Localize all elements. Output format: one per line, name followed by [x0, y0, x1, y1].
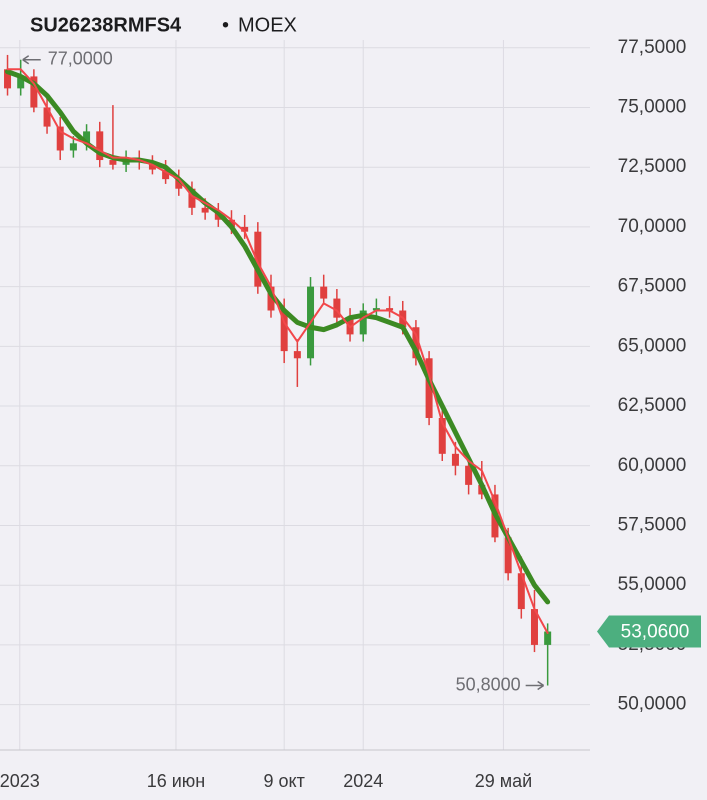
- candle-body: [175, 179, 183, 189]
- high-arrow: [22, 55, 41, 65]
- candle-body: [241, 226, 249, 232]
- candle-body: [517, 573, 525, 610]
- candle-body: [56, 126, 64, 151]
- low-arrow: [525, 680, 545, 691]
- candle-body: [544, 631, 552, 645]
- candle-body: [254, 231, 262, 287]
- y-tick-label: 60,0000: [618, 455, 687, 476]
- candle-body: [43, 107, 51, 127]
- candle-body: [188, 188, 196, 208]
- candle-body: [96, 131, 104, 161]
- x-tick-label: 2023: [0, 771, 40, 791]
- low-label: 50,8000: [456, 674, 521, 694]
- candle-body: [425, 358, 433, 418]
- candle-body: [293, 351, 301, 359]
- high-label: 77,0000: [48, 48, 113, 68]
- candle-body: [372, 308, 380, 311]
- candle-body: [4, 69, 12, 89]
- candle-body: [109, 160, 117, 165]
- candle-body: [465, 465, 473, 485]
- x-tick-label: 2024: [343, 771, 383, 791]
- candle-body: [333, 298, 341, 318]
- candle-body: [148, 162, 156, 170]
- y-tick-label: 62,5000: [618, 395, 687, 416]
- y-tick-label: 75,0000: [618, 96, 687, 117]
- candle-body: [17, 76, 25, 89]
- candle-body: [69, 143, 77, 151]
- chart-title: SU26238RMFS4: [30, 14, 182, 36]
- y-tick-label: 65,0000: [618, 335, 687, 356]
- x-tick-label: 9 окт: [264, 771, 305, 791]
- y-tick-label: 70,0000: [618, 216, 687, 237]
- candle-body: [267, 286, 275, 311]
- candle-body: [412, 327, 420, 359]
- candle-body: [530, 609, 538, 645]
- y-tick-label: 77,5000: [618, 37, 687, 58]
- candle-body: [280, 310, 288, 352]
- separator-dot: •: [222, 14, 229, 36]
- price-tag: [597, 615, 701, 648]
- y-tick-label: 67,5000: [618, 276, 687, 297]
- x-tick-label: 29 май: [475, 771, 532, 791]
- candle-body: [504, 537, 512, 574]
- chart-subtitle: MOEX: [238, 14, 297, 36]
- moving-average-line: [5, 69, 551, 605]
- candle-body: [320, 286, 328, 299]
- candle-body: [451, 453, 459, 466]
- candle-body: [162, 169, 170, 180]
- y-tick-label: 50,0000: [618, 694, 687, 715]
- candle-body: [438, 417, 446, 454]
- candle-body: [30, 76, 38, 108]
- y-tick-label: 72,5000: [618, 156, 687, 177]
- y-tick-label: 57,5000: [618, 514, 687, 535]
- price-tag-label: 53,0600: [621, 622, 690, 643]
- candle-body: [359, 310, 367, 335]
- candle-body: [83, 131, 91, 144]
- x-tick-label: 16 июн: [147, 771, 206, 791]
- candle-body: [201, 207, 209, 213]
- moving-average-line: [6, 68, 549, 634]
- y-tick-label: 55,0000: [618, 574, 687, 595]
- candle-body: [386, 308, 394, 311]
